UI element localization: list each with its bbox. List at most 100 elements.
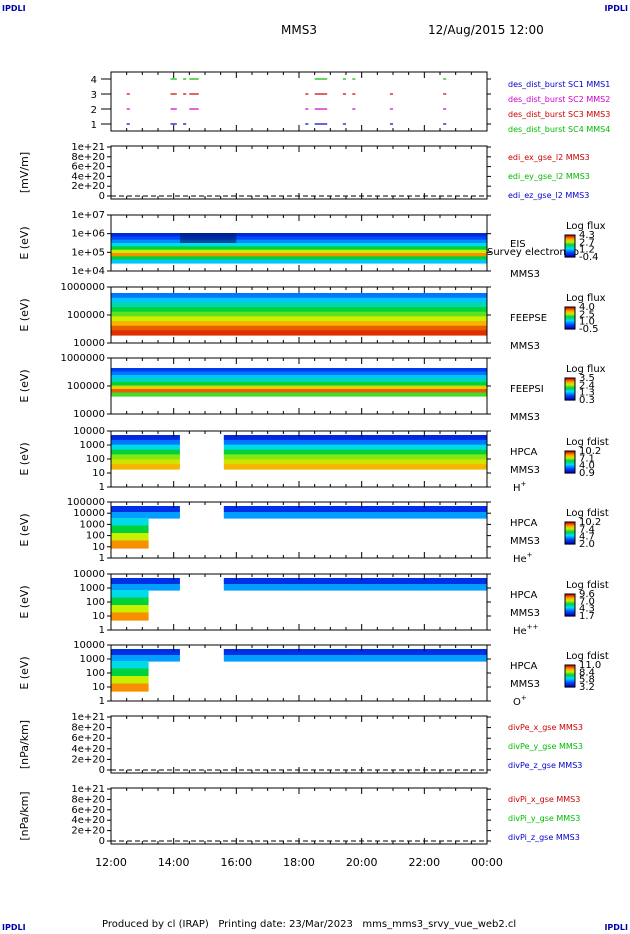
hpca-h-panel-cbar xyxy=(565,451,575,474)
hpca-he-panel-cbar-tick: 10.2 xyxy=(579,517,601,528)
divpe-panel-frame xyxy=(110,715,488,774)
hpca-o-panel-spectrogram-low xyxy=(111,661,149,692)
feepsi-panel-ytick: 10000 xyxy=(73,409,105,420)
hpca-he2-panel-spectrogram xyxy=(111,578,487,591)
hpca-he-panel-ylabel: E (eV) xyxy=(18,513,31,546)
hpca-o-panel-ytick: 100 xyxy=(86,668,105,679)
feepsi-panel-spectrogram xyxy=(111,368,487,397)
divpi-panel-ylabel: [nPa/km] xyxy=(18,791,31,840)
hpca-he2-panel-species: He++ xyxy=(513,623,539,637)
divpi-panel-legend-item: divPi_z_gse MMS3 xyxy=(508,833,580,842)
footer-text: Produced by cl (IRAP) Printing date: 23/… xyxy=(102,919,517,930)
xaxis-tick-label: 20:00 xyxy=(346,856,378,869)
hpca-o-panel-spacecraft: MMS3 xyxy=(510,679,540,690)
hpca-he-panel-instrument: HPCA xyxy=(510,518,538,529)
eis-panel-ylabel: E (eV) xyxy=(18,226,31,259)
hpca-o-panel-ylabel: E (eV) xyxy=(18,656,31,689)
divpe-panel-ytick: 4e+20 xyxy=(71,744,105,755)
burst-legend-item: des_dist_burst SC1 MMS1 xyxy=(508,80,610,89)
edi-panel-legend-item: edi_ey_gse_l2 MMS3 xyxy=(508,172,590,181)
divpi-panel-legend-item: divPi_x_gse MMS3 xyxy=(508,795,580,804)
hpca-o-panel-cbar-tick: 5.8 xyxy=(579,675,595,686)
feepse-panel-spacecraft: MMS3 xyxy=(510,341,540,352)
edi-panel-ytick: 8e+20 xyxy=(71,152,105,163)
feepse-panel-ylabel: E (eV) xyxy=(18,298,31,331)
hpca-he-panel-cbar xyxy=(565,522,575,545)
divpi-panel-ytick: 8e+20 xyxy=(71,794,105,805)
divpi-panel-ytick: 1e+21 xyxy=(71,784,105,795)
hpca-he2-panel-instrument: HPCA xyxy=(510,590,538,601)
hpca-he2-panel-cbar-tick: 9.6 xyxy=(579,589,595,600)
hpca-h-panel-ytick: 1 xyxy=(99,482,105,493)
hpca-he2-panel-cbar-title: Log fdist xyxy=(566,580,609,591)
hpca-he-panel-species: He+ xyxy=(513,551,533,565)
eis-panel-cbar-tick: 1.2 xyxy=(579,245,595,256)
xaxis-tick-label: 22:00 xyxy=(408,856,440,869)
hpca-h-panel-species-sup: + xyxy=(521,480,527,488)
hpca-he-panel-cbar-tick: 4.7 xyxy=(579,532,595,543)
hpca-he2-panel-cbar xyxy=(565,594,575,617)
hpca-he2-panel-ytick: 10 xyxy=(92,611,105,622)
hpca-he-panel-data-gap xyxy=(179,502,224,558)
eis-panel-cbar-tick: 2.7 xyxy=(579,237,595,248)
hpca-he-panel-ytick: 100 xyxy=(86,531,105,542)
eis-panel-cbar-frame xyxy=(564,234,576,258)
hpca-o-panel-ytick: 1 xyxy=(99,696,105,707)
hpca-he2-panel-cbar-tick: 7.0 xyxy=(579,596,595,607)
corner-label-top-right: IPDLI xyxy=(604,4,628,13)
divpe-panel-legend-item: divPe_x_gse MMS3 xyxy=(508,723,583,732)
edi-panel-legend-item: edi_ez_gse_l2 MMS3 xyxy=(508,191,589,200)
hpca-o-panel-species: O+ xyxy=(513,694,527,708)
burst-legend-item: des_dist_burst SC2 MMS2 xyxy=(508,95,610,104)
feepse-panel-cbar-tick: -0.5 xyxy=(579,324,599,335)
hpca-o-panel-cbar xyxy=(565,665,575,688)
feepsi-panel-spacecraft: MMS3 xyxy=(510,412,540,423)
divpi-panel-ytick: 6e+20 xyxy=(71,805,105,816)
hpca-h-panel-data-gap xyxy=(179,431,224,487)
hpca-h-panel-cbar-tick: 0.9 xyxy=(579,468,595,479)
eis-panel-ytick: 1e+07 xyxy=(71,210,105,221)
hpca-o-panel-cbar-frame xyxy=(564,664,576,688)
divpe-panel-ylabel: [nPa/km] xyxy=(18,720,31,769)
hpca-h-panel-ytick: 10 xyxy=(92,468,105,479)
hpca-h-panel-instrument: HPCA xyxy=(510,447,538,458)
divpi-panel-legend-item: divPi_y_gse MMS3 xyxy=(508,814,580,823)
feepse-panel-cbar-tick: 4.0 xyxy=(579,302,595,313)
hpca-he-panel-ytick: 100000 xyxy=(67,497,105,508)
xaxis-tick-label: 12:00 xyxy=(95,856,127,869)
hpca-he2-panel-spectrogram-low xyxy=(111,590,149,621)
hpca-h-panel-ytick: 100 xyxy=(86,454,105,465)
feepsi-panel-ylabel: E (eV) xyxy=(18,369,31,402)
edi-panel-ytick: 1e+21 xyxy=(71,142,105,153)
eis-panel-cbar-tick: 4.3 xyxy=(579,230,595,241)
divpe-panel-legend-item: divPe_z_gse MMS3 xyxy=(508,761,582,770)
hpca-he2-panel-cbar-tick: 1.7 xyxy=(579,611,595,622)
hpca-he-panel-cbar-frame xyxy=(564,521,576,545)
xaxis-tick-label: 18:00 xyxy=(283,856,315,869)
hpca-h-panel-spectrogram xyxy=(111,435,487,470)
divpi-panel-ytick: 2e+20 xyxy=(71,826,105,837)
eis-panel-cbar-title: Log flux xyxy=(566,221,606,232)
feepse-panel-cbar-frame xyxy=(564,306,576,330)
feepse-panel-cbar-title: Log flux xyxy=(566,293,606,304)
eis-panel-cbar xyxy=(565,235,575,258)
hpca-he2-panel-spacecraft: MMS3 xyxy=(510,608,540,619)
hpca-he-panel-species-sup: + xyxy=(527,551,533,559)
burst-ytick: 4 xyxy=(91,75,97,86)
xaxis-tick-label: 14:00 xyxy=(158,856,190,869)
hpca-he-panel-ytick: 10000 xyxy=(73,508,105,519)
xaxis-tick-label: 16:00 xyxy=(220,856,252,869)
corner-label-top-left: IPDLI xyxy=(2,4,26,13)
eis-panel-spectrogram xyxy=(111,233,487,264)
hpca-he2-panel-ylabel: E (eV) xyxy=(18,585,31,618)
hpca-o-panel-cbar-tick: 11.0 xyxy=(579,660,601,671)
hpca-he-panel-ytick: 10 xyxy=(92,542,105,553)
divpe-panel-ytick: 8e+20 xyxy=(71,723,105,734)
hpca-he2-panel-species-sup: ++ xyxy=(527,623,539,631)
feepsi-panel-cbar-frame xyxy=(564,377,576,401)
feepse-panel-ytick: 100000 xyxy=(67,310,105,321)
feepse-panel-ytick: 1000000 xyxy=(60,282,105,293)
hpca-he2-panel-cbar-frame xyxy=(564,593,576,617)
edi-panel-ytick: 6e+20 xyxy=(71,162,105,173)
